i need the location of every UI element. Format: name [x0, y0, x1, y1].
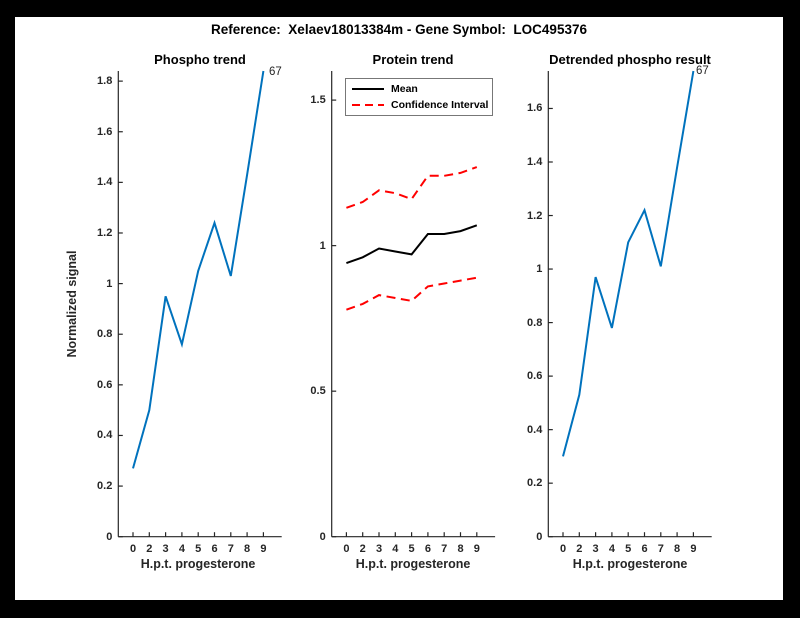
x-tick-label: 2	[146, 542, 153, 555]
x-tick-label: 8	[457, 542, 464, 555]
y-tick-label: 0.5	[310, 385, 326, 398]
x-tick-label: 2	[359, 542, 366, 555]
legend-label-mean: Mean	[391, 83, 418, 95]
plot-area	[117, 70, 712, 538]
x-tick-label: 3	[162, 542, 169, 555]
y-tick-label: 1.2	[527, 209, 543, 222]
ci-line-sample	[352, 104, 384, 106]
x-tick-label: 6	[211, 542, 218, 555]
y-tick-label: 0.4	[527, 423, 543, 436]
subplot2-title: Protein trend	[372, 52, 454, 67]
figure-canvas: Reference: Xelaev18013384m - Gene Symbol…	[15, 17, 783, 600]
subplot1-title: Phospho trend	[154, 52, 246, 67]
x-tick-label: 3	[375, 542, 383, 555]
subplot2-xlabel: H.p.t. progesterone	[355, 557, 471, 571]
y-tick-label: 1.2	[97, 226, 113, 239]
subplot3-xlabel: H.p.t. progesterone	[572, 557, 688, 571]
series-line-ci-lower	[346, 276, 477, 311]
y-tick-label: 0.6	[527, 370, 543, 383]
legend-entry-ci: Confidence Interval	[352, 99, 489, 111]
y-tick-label: 1	[319, 239, 326, 252]
series-line-detrended-phospho	[562, 70, 695, 457]
series-line-phospho	[132, 70, 265, 469]
y-tick-label: 0.2	[97, 480, 113, 493]
x-tick-label: 8	[244, 542, 251, 555]
y-tick-label: 1.8	[97, 75, 113, 88]
y-tick-label: 0.8	[97, 328, 113, 341]
mean-line-sample	[352, 88, 384, 90]
x-tick-label: 6	[424, 542, 431, 555]
figure-title: Reference: Xelaev18013384m - Gene Symbol…	[211, 22, 587, 37]
series-line-mean	[346, 224, 478, 265]
x-tick-label: 8	[674, 542, 681, 555]
legend-box: Mean Confidence Interval	[345, 78, 493, 116]
y-tick-label: 0	[536, 530, 543, 543]
subplot3-title: Detrended phospho result	[549, 52, 711, 67]
x-tick-label: 5	[195, 542, 202, 555]
subplot1-ylabel: Normalized signal	[65, 250, 79, 358]
x-tick-label: 0	[559, 542, 567, 555]
legend-entry-mean: Mean	[352, 83, 486, 95]
y-tick-label: 1	[106, 277, 113, 290]
y-tick-label: 1	[536, 263, 543, 276]
y-tick-label: 0.2	[527, 477, 543, 490]
subplot1-xlabel: H.p.t. progesterone	[140, 557, 256, 571]
y-tick-label: 0.8	[527, 316, 543, 329]
x-tick-label: 3	[592, 542, 599, 555]
x-tick-label: 2	[576, 542, 583, 555]
y-tick-label: 1.5	[310, 94, 326, 107]
x-tick-label: 7	[657, 542, 664, 555]
y-tick-label: 0.4	[97, 429, 113, 442]
subplot1-end-label: 67	[269, 66, 282, 78]
y-tick-label: 1.4	[97, 176, 113, 189]
x-tick-label: 7	[441, 542, 448, 555]
y-tick-label: 1.6	[97, 125, 113, 138]
x-tick-label: 5	[625, 542, 632, 555]
y-tick-label: 1.6	[527, 102, 543, 115]
x-tick-label: 0	[129, 542, 137, 555]
x-tick-label: 0	[343, 542, 350, 555]
x-tick-label: 4	[608, 542, 615, 555]
y-tick-label: 0	[319, 530, 326, 543]
y-tick-label: 1.4	[527, 155, 543, 168]
legend-label-ci: Confidence Interval	[391, 99, 489, 111]
x-tick-label: 9	[473, 542, 480, 555]
x-tick-label: 9	[260, 542, 267, 555]
x-tick-label: 7	[227, 542, 234, 555]
series-line-ci-upper	[346, 166, 478, 209]
x-tick-label: 4	[392, 542, 399, 555]
y-tick-label: 0	[106, 530, 113, 543]
x-tick-label: 5	[408, 542, 415, 555]
x-tick-label: 6	[641, 542, 648, 555]
y-tick-label: 0.6	[97, 378, 113, 391]
x-tick-label: 4	[178, 542, 185, 555]
x-tick-label: 9	[690, 542, 697, 555]
subplot3-end-label: 67	[696, 65, 709, 77]
